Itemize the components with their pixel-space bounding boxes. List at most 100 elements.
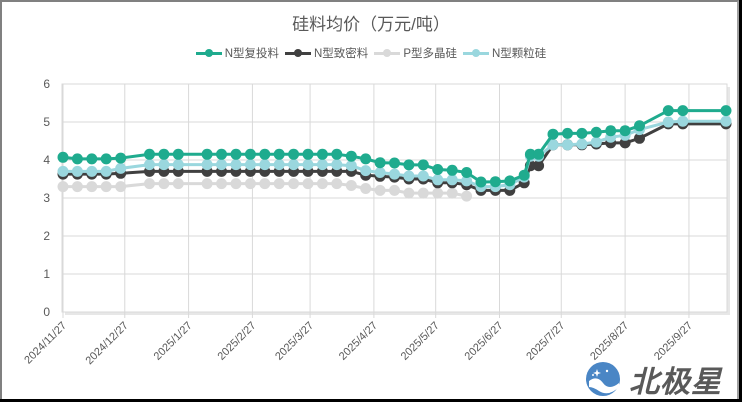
data-point-marker[interactable] xyxy=(216,178,227,190)
data-point-marker[interactable] xyxy=(86,181,98,193)
legend-item-n-granular[interactable]: N型颗粒硅 xyxy=(462,45,546,61)
data-point-marker[interactable] xyxy=(677,115,689,127)
data-point-marker[interactable] xyxy=(389,157,400,169)
data-point-marker[interactable] xyxy=(230,159,242,171)
data-point-marker[interactable] xyxy=(331,159,343,171)
data-point-marker[interactable] xyxy=(634,132,645,144)
data-point-marker[interactable] xyxy=(720,105,732,117)
data-point-marker[interactable] xyxy=(259,178,271,190)
legend-item-n-dense[interactable]: N型致密料 xyxy=(285,45,368,61)
data-point-marker[interactable] xyxy=(331,148,343,160)
data-point-marker[interactable] xyxy=(302,159,314,171)
data-point-marker[interactable] xyxy=(518,169,530,181)
data-point-marker[interactable] xyxy=(605,125,617,137)
data-point-marker[interactable] xyxy=(345,160,357,172)
data-point-marker[interactable] xyxy=(461,167,473,178)
data-point-marker[interactable] xyxy=(115,152,127,164)
data-point-marker[interactable] xyxy=(417,170,429,182)
data-point-marker[interactable] xyxy=(273,178,285,190)
data-point-marker[interactable] xyxy=(158,159,170,171)
data-point-marker[interactable] xyxy=(302,148,314,160)
data-point-marker[interactable] xyxy=(720,115,732,127)
legend-item-n-recharge[interactable]: N型复投料 xyxy=(195,45,279,61)
data-point-marker[interactable] xyxy=(288,148,300,160)
data-point-marker[interactable] xyxy=(562,127,573,139)
data-point-marker[interactable] xyxy=(259,148,271,160)
data-point-marker[interactable] xyxy=(172,148,184,160)
data-point-marker[interactable] xyxy=(446,164,458,176)
data-point-marker[interactable] xyxy=(547,128,559,140)
data-point-marker[interactable] xyxy=(100,165,112,177)
data-point-marker[interactable] xyxy=(57,181,69,193)
data-point-marker[interactable] xyxy=(403,187,415,199)
data-point-marker[interactable] xyxy=(144,148,155,160)
data-point-marker[interactable] xyxy=(345,180,357,191)
data-point-marker[interactable] xyxy=(432,174,444,186)
data-point-marker[interactable] xyxy=(57,151,69,163)
data-point-marker[interactable] xyxy=(389,184,400,196)
data-point-marker[interactable] xyxy=(446,187,458,199)
data-point-marker[interactable] xyxy=(504,175,516,187)
data-point-marker[interactable] xyxy=(273,148,285,160)
data-point-marker[interactable] xyxy=(201,178,213,190)
data-point-marker[interactable] xyxy=(201,148,213,160)
data-point-marker[interactable] xyxy=(619,125,631,137)
data-point-marker[interactable] xyxy=(634,120,645,132)
data-point-marker[interactable] xyxy=(331,178,343,190)
data-point-marker[interactable] xyxy=(403,170,415,182)
data-point-marker[interactable] xyxy=(432,164,444,175)
data-point-marker[interactable] xyxy=(158,148,170,160)
data-point-marker[interactable] xyxy=(86,153,98,165)
data-point-marker[interactable] xyxy=(662,105,674,117)
data-point-marker[interactable] xyxy=(677,105,689,117)
data-point-marker[interactable] xyxy=(172,159,184,171)
data-point-marker[interactable] xyxy=(57,165,69,177)
data-point-marker[interactable] xyxy=(360,153,372,165)
data-point-marker[interactable] xyxy=(144,159,155,171)
data-point-marker[interactable] xyxy=(374,157,386,169)
data-point-marker[interactable] xyxy=(115,181,127,193)
data-point-marker[interactable] xyxy=(662,116,674,128)
data-point-marker[interactable] xyxy=(216,148,227,160)
data-point-marker[interactable] xyxy=(345,150,357,162)
data-point-marker[interactable] xyxy=(590,126,602,138)
data-point-marker[interactable] xyxy=(524,148,536,160)
data-point-marker[interactable] xyxy=(115,162,127,174)
data-point-marker[interactable] xyxy=(389,168,400,180)
data-point-marker[interactable] xyxy=(230,148,242,160)
data-point-marker[interactable] xyxy=(302,178,314,190)
data-point-marker[interactable] xyxy=(576,127,588,139)
data-point-marker[interactable] xyxy=(316,159,328,171)
data-point-marker[interactable] xyxy=(374,184,386,196)
data-point-marker[interactable] xyxy=(158,178,170,190)
data-point-marker[interactable] xyxy=(316,148,328,160)
data-point-marker[interactable] xyxy=(547,139,559,151)
data-point-marker[interactable] xyxy=(100,181,112,193)
data-point-marker[interactable] xyxy=(71,165,83,177)
legend-item-p-poly[interactable]: P型多晶硅 xyxy=(374,45,457,61)
data-point-marker[interactable] xyxy=(316,178,328,190)
data-point-marker[interactable] xyxy=(288,159,300,171)
data-point-marker[interactable] xyxy=(417,187,429,199)
data-point-marker[interactable] xyxy=(475,176,487,188)
data-point-marker[interactable] xyxy=(461,190,473,202)
data-point-marker[interactable] xyxy=(273,159,285,171)
data-point-marker[interactable] xyxy=(446,174,458,186)
data-point-marker[interactable] xyxy=(619,137,631,149)
data-point-marker[interactable] xyxy=(230,178,242,190)
data-point-marker[interactable] xyxy=(432,187,444,199)
data-point-marker[interactable] xyxy=(216,159,227,171)
data-point-marker[interactable] xyxy=(201,159,213,171)
data-point-marker[interactable] xyxy=(360,183,372,194)
data-point-marker[interactable] xyxy=(244,148,256,160)
data-point-marker[interactable] xyxy=(489,176,501,188)
data-point-marker[interactable] xyxy=(403,159,415,171)
data-point-marker[interactable] xyxy=(244,178,256,190)
data-point-marker[interactable] xyxy=(172,178,184,190)
data-point-marker[interactable] xyxy=(144,178,155,190)
data-point-marker[interactable] xyxy=(71,153,83,165)
data-point-marker[interactable] xyxy=(590,136,602,148)
data-point-marker[interactable] xyxy=(71,181,83,193)
data-point-marker[interactable] xyxy=(461,175,473,187)
data-point-marker[interactable] xyxy=(244,159,256,171)
